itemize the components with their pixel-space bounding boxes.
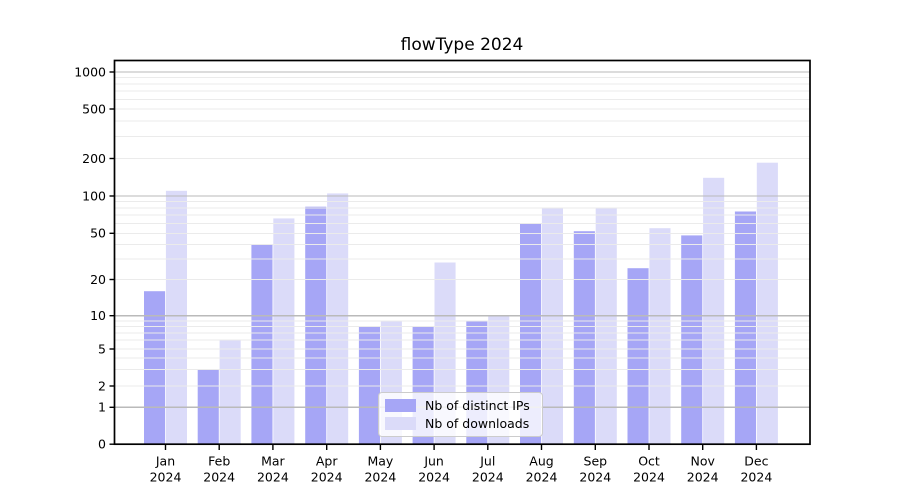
x-tick-label-year: 2024 — [311, 470, 343, 485]
bar — [219, 340, 241, 445]
legend-swatch-distinct-ips — [385, 398, 416, 412]
x-tick-label-year: 2024 — [579, 470, 611, 485]
bar — [756, 162, 778, 445]
bar — [251, 244, 273, 445]
legend-item-distinct-ips: Nb of distinct IPs — [385, 397, 542, 413]
bar — [734, 211, 756, 445]
y-tick-label: 200 — [82, 151, 106, 166]
bar — [273, 218, 295, 445]
y-tick-label: 20 — [90, 272, 106, 287]
y-tick-label: 10 — [90, 308, 106, 323]
bar — [305, 206, 327, 445]
minor-gridlines — [114, 77, 810, 387]
plot-border — [113, 59, 811, 446]
chart-title: flowType 2024 — [400, 35, 524, 55]
x-tick-label-month: Feb — [208, 454, 230, 469]
x-tick-label-month: Sep — [584, 454, 608, 469]
x-tick-label-year: 2024 — [364, 470, 396, 485]
bar — [165, 190, 187, 445]
y-axis: 0 1 2 5 10 20 50 100 200 500 1000 — [74, 64, 115, 452]
bar — [520, 223, 542, 445]
x-tick-label-month: Jan — [155, 454, 175, 469]
x-tick-label-year: 2024 — [418, 470, 450, 485]
bar — [703, 177, 725, 446]
x-tick-label-year: 2024 — [257, 470, 289, 485]
x-tick-label-month: Jun — [423, 454, 444, 469]
x-tick-label-month: Aug — [529, 454, 553, 469]
bar — [327, 193, 349, 445]
bar — [144, 291, 166, 445]
bar — [649, 228, 671, 445]
y-tick-label: 100 — [82, 188, 106, 203]
y-tick-label: 1 — [98, 400, 106, 415]
x-tick-label-month: Dec — [744, 454, 768, 469]
y-tick-label: 50 — [90, 226, 106, 241]
x-tick-label-year: 2024 — [150, 470, 182, 485]
bar — [627, 268, 649, 445]
bar — [573, 231, 595, 445]
x-tick-label-year: 2024 — [633, 470, 665, 485]
x-tick-label-year: 2024 — [203, 470, 235, 485]
y-tick-label: 2 — [98, 378, 106, 393]
x-tick-label-month: Jul — [479, 454, 495, 469]
x-tick-label-month: Nov — [690, 454, 715, 469]
x-tick-label-year: 2024 — [740, 470, 772, 485]
legend-item-downloads: Nb of downloads — [385, 416, 542, 432]
y-tick-label: 500 — [82, 101, 106, 116]
x-tick-label-month: Apr — [316, 454, 338, 469]
x-tick-label-month: Mar — [261, 454, 285, 469]
x-tick-label-year: 2024 — [472, 470, 504, 485]
x-axis: Jan2024Feb2024Mar2024Apr2024May2024Jun20… — [150, 445, 772, 485]
x-tick-label-year: 2024 — [526, 470, 558, 485]
x-tick-label-month: Oct — [638, 454, 660, 469]
legend: Nb of distinct IPs Nb of downloads — [378, 392, 543, 437]
y-tick-label: 1000 — [74, 64, 106, 79]
y-tick-label: 0 — [98, 437, 106, 452]
legend-label-distinct-ips: Nb of distinct IPs — [425, 397, 530, 413]
legend-swatch-downloads — [385, 417, 416, 431]
legend-label-downloads: Nb of downloads — [425, 416, 530, 432]
x-tick-label-year: 2024 — [687, 470, 719, 485]
x-tick-label-month: May — [367, 454, 393, 469]
y-tick-label: 5 — [98, 341, 106, 356]
